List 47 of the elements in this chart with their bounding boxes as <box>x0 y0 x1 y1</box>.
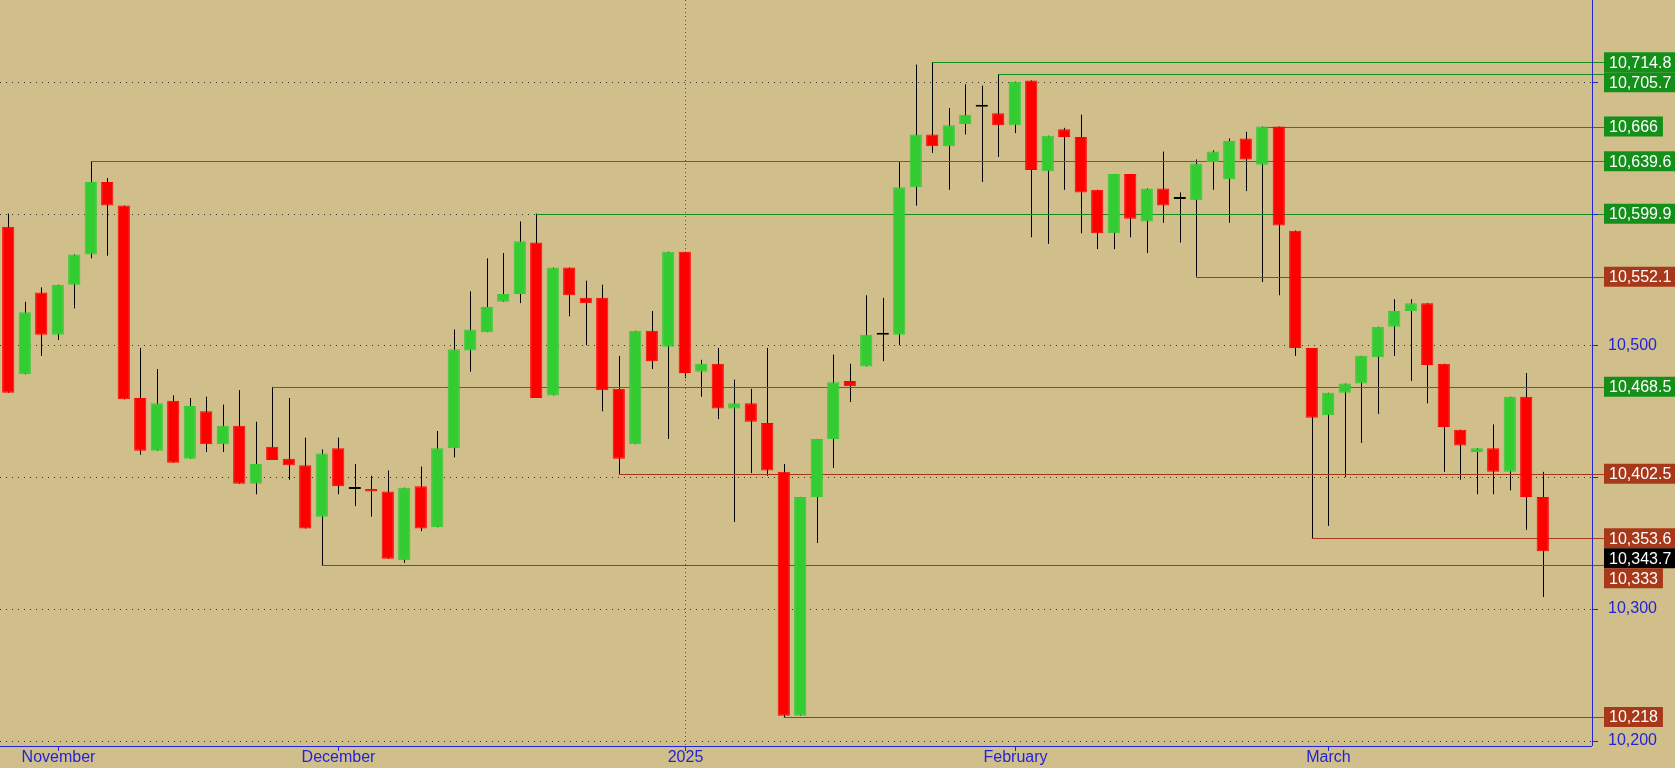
candlestick <box>464 290 477 373</box>
candlestick <box>992 73 1005 158</box>
x-tick-label: March <box>1306 748 1351 766</box>
candlestick <box>942 107 955 191</box>
candlestick <box>1239 131 1252 192</box>
candlestick <box>728 379 741 523</box>
ref-line-label: 10,402.5 <box>1609 465 1672 483</box>
candlestick <box>926 61 939 154</box>
ref-line-label: 10,218 <box>1609 708 1659 726</box>
candlestick <box>1454 429 1467 481</box>
candlestick <box>266 386 279 461</box>
text: 10,343.7 <box>1609 549 1672 567</box>
candlestick <box>1157 151 1170 224</box>
x-tick-label: December <box>301 748 377 766</box>
candlestick <box>843 363 856 403</box>
y-tick-label: 10,200 <box>1608 731 1658 749</box>
candlestick <box>348 463 361 507</box>
candlestick <box>480 257 493 333</box>
candlestick <box>695 359 708 398</box>
ref-line-label: 10,666 <box>1609 117 1659 135</box>
candlestick <box>1338 383 1351 478</box>
ref-line-label: 10,639.6 <box>1609 152 1672 170</box>
candlestick <box>1404 298 1417 382</box>
candlestick <box>101 177 114 257</box>
y-tick-label: 10,300 <box>1608 599 1658 617</box>
candlestick <box>1322 392 1335 527</box>
x-tick-label: February <box>983 748 1048 766</box>
x-tick-label: November <box>21 748 97 766</box>
candlestick <box>1470 447 1483 495</box>
y-tick-label: 10,500 <box>1608 335 1658 353</box>
ref-line-label: 10,468.5 <box>1609 378 1672 396</box>
ref-line-label: 10,705.7 <box>1609 73 1672 91</box>
ref-line-label: 10,552.1 <box>1609 268 1672 286</box>
candlestick <box>497 252 510 303</box>
candlestick <box>579 280 592 346</box>
candlestick <box>1487 423 1500 495</box>
ref-line-label: 10,353.6 <box>1609 529 1672 547</box>
candlestick <box>959 83 972 135</box>
ref-line-label: 10,333 <box>1609 569 1659 587</box>
ref-line-label: 10,714.8 <box>1609 53 1672 71</box>
ref-line-label: 10,599.9 <box>1609 205 1672 223</box>
candlestick <box>1058 127 1071 191</box>
candlestick <box>744 388 757 474</box>
candlestick <box>1173 191 1186 244</box>
candlestick <box>365 475 378 518</box>
candlestick <box>1206 149 1219 191</box>
x-tick-label: 2025 <box>667 748 704 766</box>
